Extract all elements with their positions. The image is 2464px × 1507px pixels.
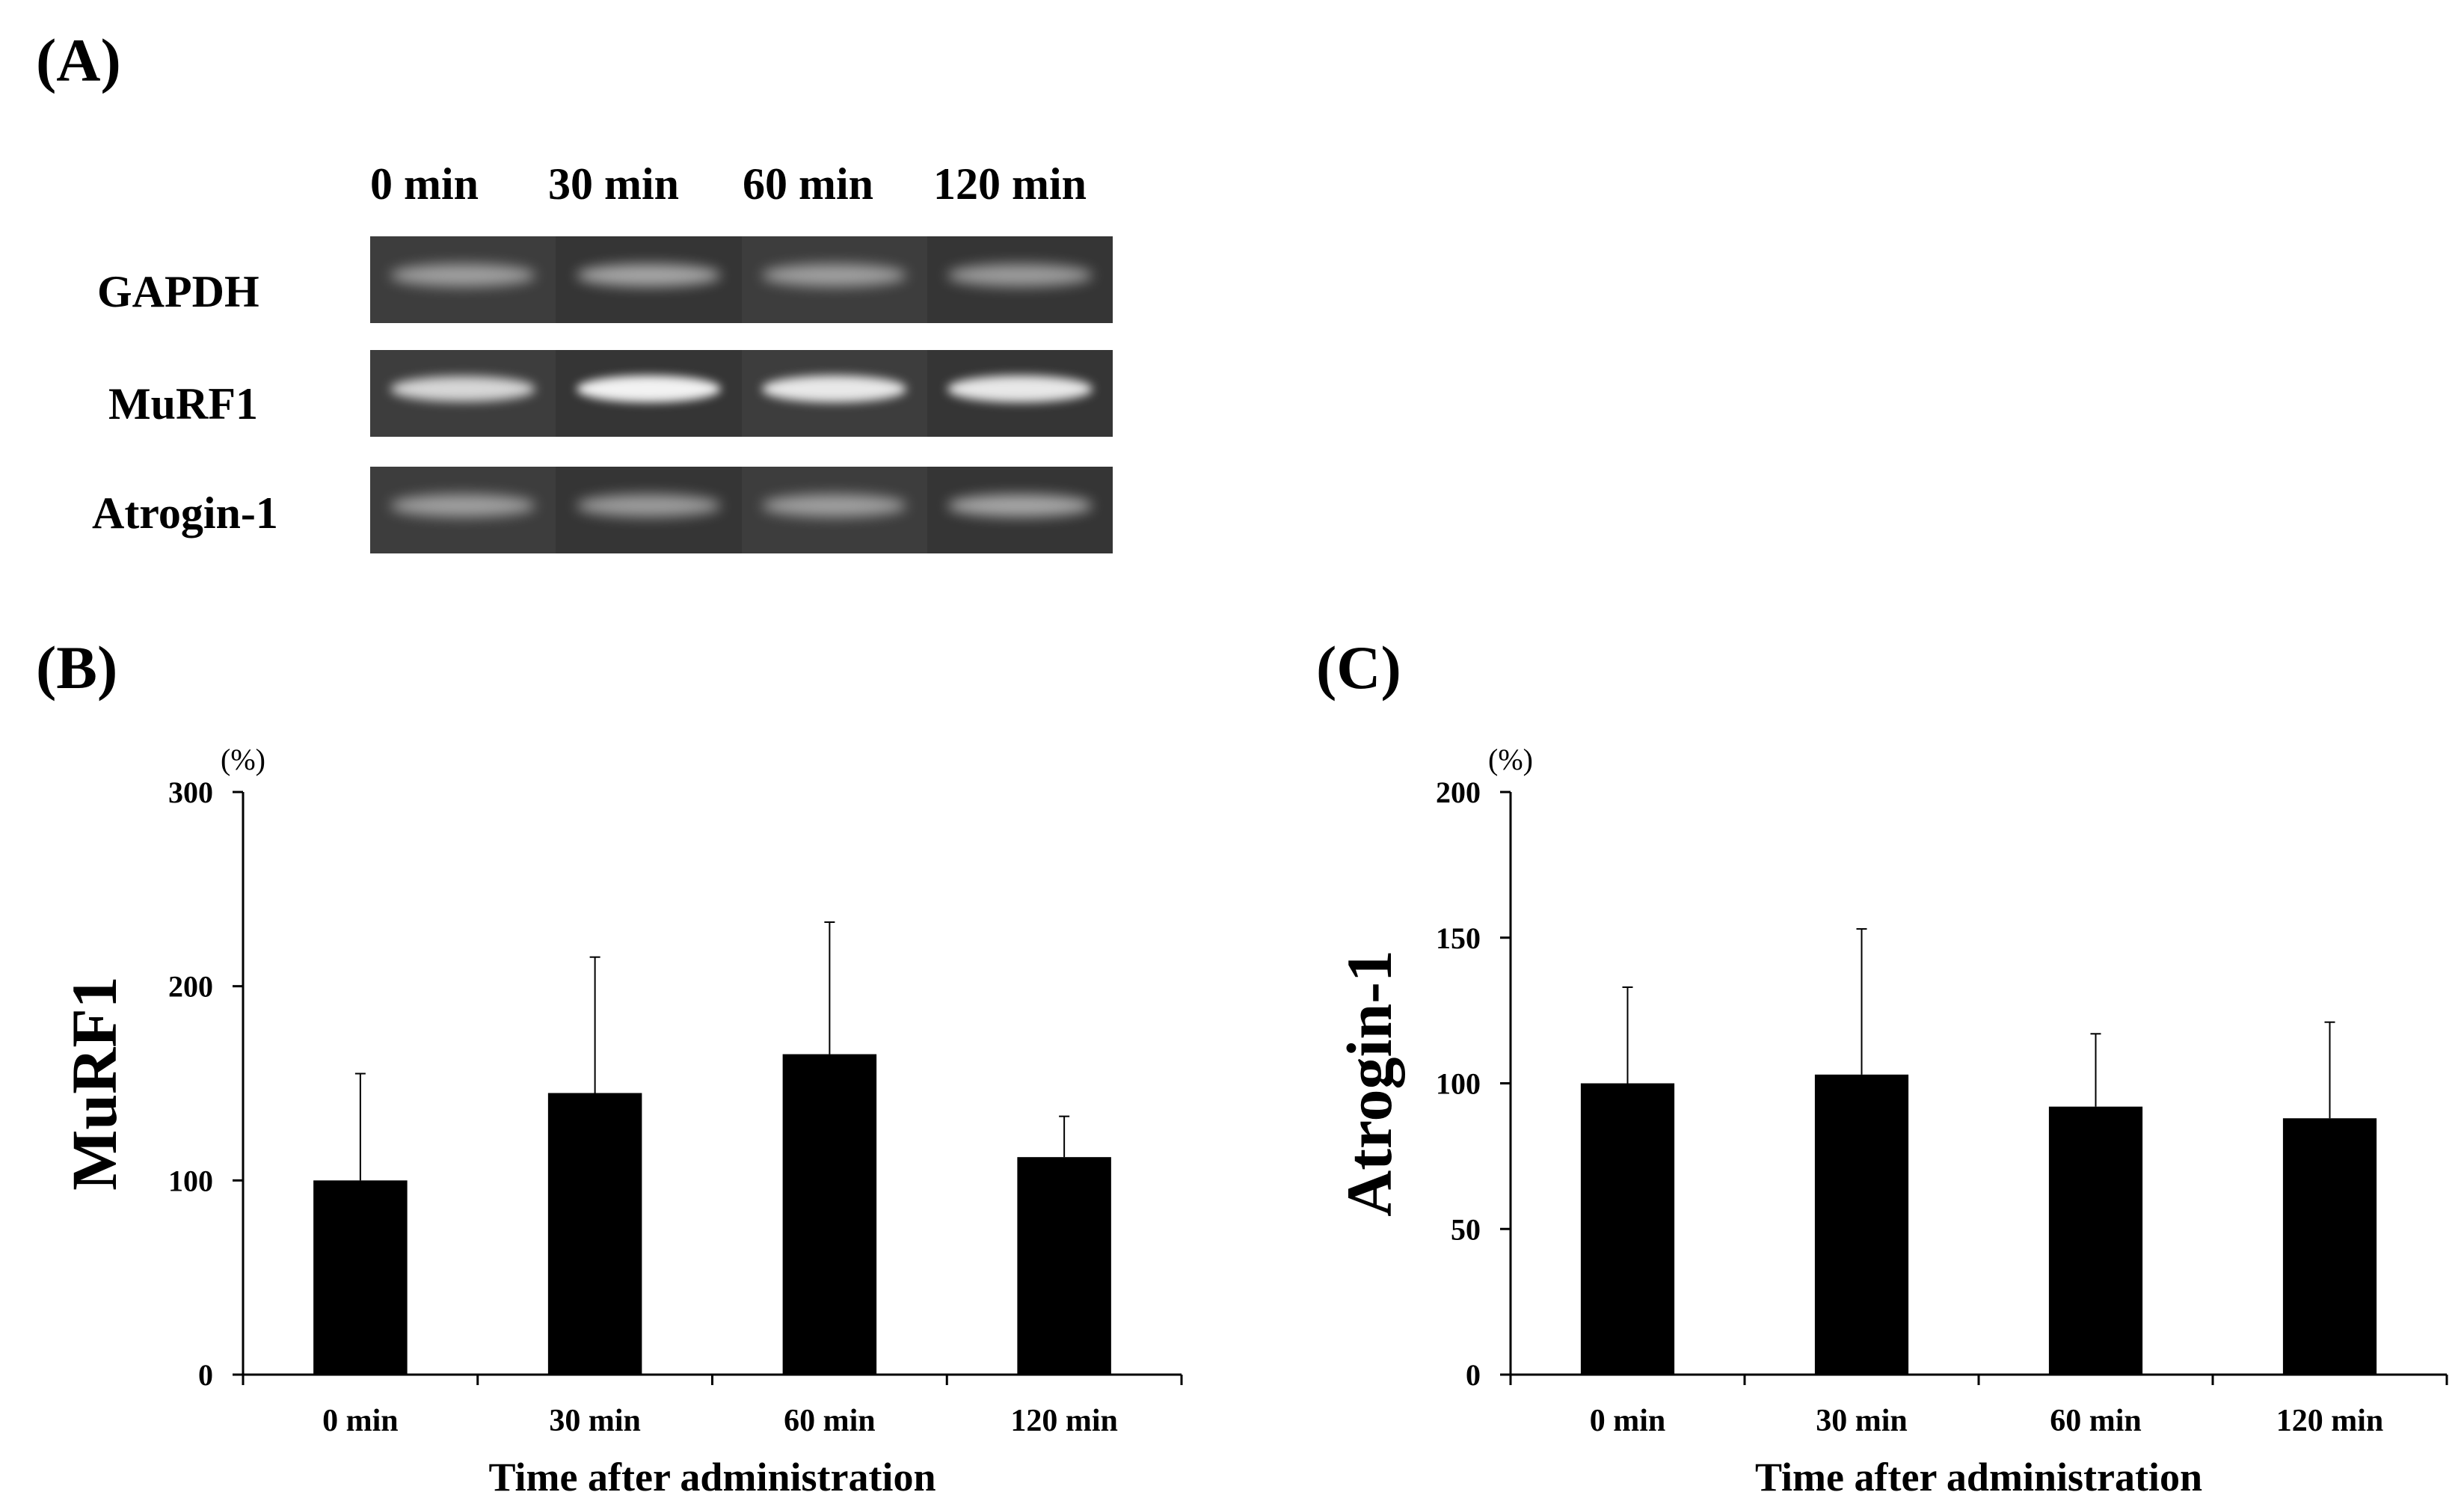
murf1-bar-chart: 0 100 200 300 0 min 30 min 60 min 120 min Time a…	[58, 743, 1183, 1500]
gel-band	[390, 376, 535, 402]
y-tick-label: 200	[168, 970, 213, 1004]
lane-label-0: 0 min	[370, 159, 479, 209]
panel-label-c: (C)	[1316, 633, 1401, 702]
lane-label-3: 120 min	[933, 159, 1087, 209]
gel-band	[390, 494, 535, 517]
gel-band	[390, 264, 535, 286]
gel-band	[761, 494, 907, 517]
panel-label-a: (A)	[36, 26, 121, 94]
x-tick-label: 30 min	[549, 1404, 641, 1438]
y-tick-label: 50	[1451, 1212, 1481, 1246]
gel-lane-0-0	[370, 236, 556, 323]
x-tick-label: 0 min	[322, 1404, 399, 1438]
y-unit-label: (%)	[221, 743, 265, 776]
x-axis-label: Time after administration	[489, 1455, 936, 1500]
gel-row-gapdh	[370, 236, 1113, 323]
gel-band	[576, 494, 722, 517]
x-tick-label: 0 min	[1590, 1404, 1666, 1438]
gel-band	[576, 375, 722, 402]
x-axis-label: Time after administration	[1755, 1455, 2202, 1500]
gel-lane-2-0	[370, 467, 556, 553]
y-axis-label: Atrogin-1	[1333, 950, 1405, 1217]
x-tick-label: 120 min	[2276, 1404, 2384, 1438]
gel-lane-2-1	[556, 467, 742, 553]
gel-band	[761, 264, 907, 286]
x-tick-label: 60 min	[784, 1404, 876, 1438]
gel-band	[761, 375, 907, 402]
lane-label-1: 30 min	[548, 159, 680, 209]
gel-row-murf1	[370, 350, 1113, 437]
bar-60-min	[782, 1054, 877, 1375]
gel-lane-1-0	[370, 350, 556, 437]
gel-lane-2-2	[741, 467, 927, 553]
y-tick-label: 100	[168, 1164, 213, 1197]
y-tick-label: 300	[168, 776, 213, 809]
gel-lane-0-1	[556, 236, 742, 323]
bar-0-min	[1580, 1083, 1675, 1375]
gel-row-atrogin1	[370, 467, 1113, 553]
gel-band	[576, 263, 722, 287]
y-axis-label: MuRF1	[58, 976, 130, 1191]
gene-label-murf1: MuRF1	[108, 379, 258, 429]
y-tick-label: 150	[1436, 921, 1481, 955]
bar-60-min	[2048, 1106, 2143, 1375]
gel-lane-2-3	[927, 467, 1113, 553]
x-tick-label: 120 min	[1010, 1404, 1118, 1438]
bar-120-min	[1017, 1157, 1111, 1375]
gel-band	[947, 375, 1093, 402]
lane-label-2: 60 min	[743, 159, 874, 209]
bar-0-min	[313, 1180, 408, 1375]
bar-30-min	[547, 1093, 642, 1375]
gel-lane-0-3	[927, 236, 1113, 323]
gene-label-atrogin1: Atrogin-1	[92, 488, 278, 538]
x-tick-label: 30 min	[1816, 1404, 1908, 1438]
y-tick-label: 200	[1436, 776, 1481, 809]
y-tick-label: 100	[1436, 1067, 1481, 1101]
gel-lane-1-1	[556, 350, 742, 437]
gel-lane-1-2	[741, 350, 927, 437]
y-unit-label: (%)	[1488, 743, 1533, 776]
bar-120-min	[2282, 1118, 2377, 1375]
y-tick-label: 0	[198, 1358, 213, 1392]
y-tick-label: 0	[1466, 1358, 1481, 1392]
gel-band	[947, 264, 1093, 286]
gene-label-gapdh: GAPDH	[97, 267, 259, 316]
bar-30-min	[1814, 1074, 1909, 1375]
gel-lane-1-3	[927, 350, 1113, 437]
gel-lane-0-2	[741, 236, 927, 323]
x-tick-label: 60 min	[2050, 1404, 2142, 1438]
gel-band	[947, 494, 1093, 518]
panel-label-b: (B)	[36, 633, 118, 702]
